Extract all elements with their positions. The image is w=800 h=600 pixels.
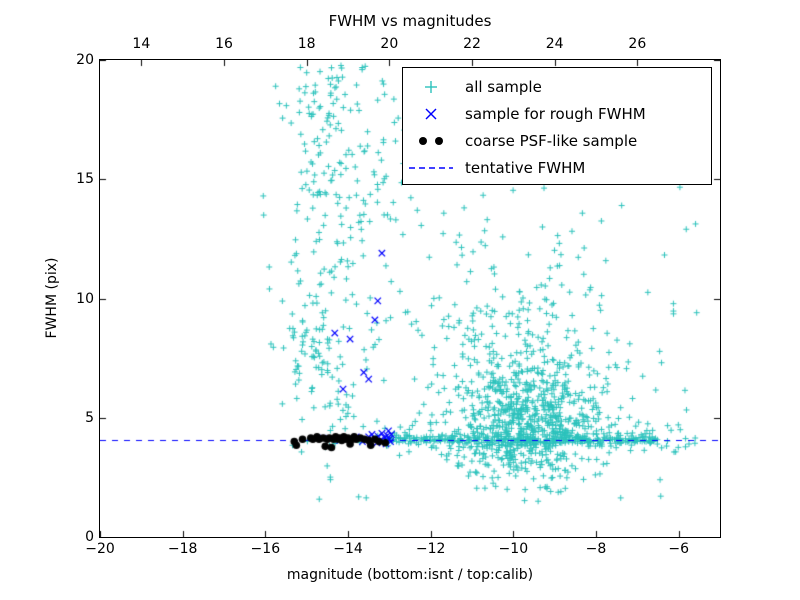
dots-marker-icon — [403, 132, 459, 150]
x-tick-label: −12 — [415, 541, 446, 557]
x-tick-label: −14 — [333, 541, 363, 557]
dashed-line-icon — [403, 159, 459, 177]
x-tick-label: −10 — [498, 541, 529, 557]
legend-entry: sample for rough FWHM — [403, 100, 711, 127]
legend-entry: all sample — [403, 73, 711, 100]
x-tick-label: −6 — [668, 541, 689, 557]
y-tick-label: 20 — [76, 52, 94, 68]
top-tick-label: 20 — [380, 36, 399, 52]
x-marker-icon — [403, 105, 459, 123]
legend: all sample sample for rough FWHM — [402, 67, 712, 185]
plot-area: all sample sample for rough FWHM — [99, 59, 721, 538]
top-tick-label: 24 — [545, 36, 564, 52]
x-axis-label: magnitude (bottom:isnt / top:calib) — [286, 567, 534, 583]
legend-entry: coarse PSF-like sample — [403, 127, 711, 154]
top-tick-label: 22 — [463, 36, 481, 52]
chart-title: FWHM vs magnitudes — [328, 12, 492, 30]
x-tick-label: −8 — [585, 541, 607, 557]
top-tick-label: 26 — [628, 36, 647, 52]
x-axis-tick-labels: −20 −18 −16 −14 −12 −10 −8 −6 — [85, 541, 720, 559]
legend-entry-label: all sample — [465, 77, 542, 96]
y-axis-label: FWHM (pix) — [44, 257, 60, 339]
legend-entry: tentative FWHM — [403, 154, 711, 181]
y-tick-label: 15 — [76, 171, 94, 188]
y-tick-label: 10 — [76, 290, 94, 307]
top-axis-tick-labels: 14 16 18 20 22 24 26 — [100, 36, 720, 54]
x-tick-label: −20 — [85, 541, 115, 557]
plus-marker-icon — [403, 78, 459, 96]
legend-entry-label: sample for rough FWHM — [465, 104, 646, 123]
legend-entry-label: coarse PSF-like sample — [465, 131, 638, 150]
x-tick-label: −16 — [250, 541, 281, 557]
top-tick-label: 18 — [297, 36, 316, 52]
top-tick-label: 14 — [132, 36, 151, 52]
y-axis-tick-labels: 0 5 10 15 20 — [50, 52, 94, 545]
legend-entry-label: tentative FWHM — [465, 158, 586, 177]
y-tick-label: 5 — [85, 409, 94, 426]
top-tick-label: 16 — [215, 36, 233, 52]
y-tick-label: 0 — [85, 529, 94, 545]
x-tick-label: −18 — [167, 541, 198, 557]
